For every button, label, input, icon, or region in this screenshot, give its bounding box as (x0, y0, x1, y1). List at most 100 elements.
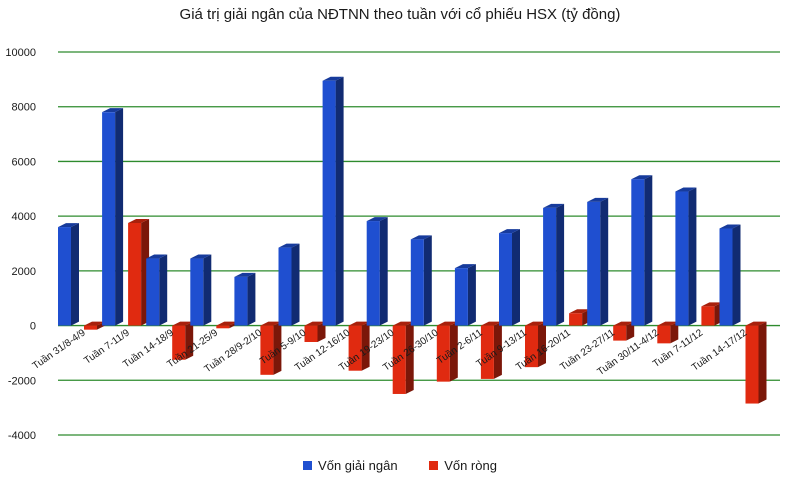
bar-s1-4 (260, 325, 274, 375)
bar-side-s1-4 (273, 321, 282, 375)
legend-label-series-0: Vốn giải ngân (318, 458, 398, 473)
bar-s0-4 (234, 276, 248, 326)
bar-top-s0-2 (146, 254, 168, 259)
bar-s1-11 (569, 313, 583, 326)
bar-s0-12 (587, 201, 601, 326)
bar-top-s0-9 (454, 264, 476, 269)
bar-top-s0-6 (322, 76, 344, 81)
bar-top-s1-9 (480, 321, 502, 326)
bar-side-s0-11 (556, 203, 565, 326)
bar-top-s1-6 (348, 321, 370, 326)
bar-s0-0 (58, 227, 71, 326)
y-tick-label-4: 4000 (12, 211, 36, 223)
bar-side-s0-0 (71, 223, 79, 326)
bar-s1-14 (701, 306, 715, 326)
bar-side-s0-10 (512, 229, 520, 326)
bar-s0-10 (499, 233, 512, 326)
bar-s1-13 (657, 325, 671, 344)
bar-side-s1-5 (317, 321, 326, 342)
bar-s1-3 (216, 325, 230, 329)
bar-side-s1-6 (361, 321, 370, 371)
bar-s0-2 (146, 258, 160, 326)
bar-side-s0-13 (644, 175, 653, 326)
x-tick-label-0: Tuần 31/8-4/9 (30, 326, 88, 372)
bar-top-s1-8 (436, 321, 458, 326)
bar-side-s1-15 (758, 321, 767, 404)
bar-s1-15 (745, 325, 759, 404)
y-tick-label-3: 2000 (12, 266, 36, 278)
bar-s0-14 (675, 191, 689, 326)
bar-side-s0-4 (247, 272, 256, 326)
bar-top-s0-1 (102, 108, 124, 113)
bar-side-s0-12 (600, 197, 609, 326)
bar-top-s1-2 (172, 321, 194, 326)
bar-s0-8 (410, 239, 424, 326)
legend-label-series-1: Vốn ròng (444, 458, 497, 473)
bar-s0-3 (190, 258, 204, 326)
bar-top-s0-4 (234, 272, 256, 277)
bar-side-s1-8 (449, 321, 458, 382)
bar-side-s1-7 (405, 321, 414, 394)
bar-side-s0-15 (732, 224, 741, 326)
bar-top-s0-7 (366, 217, 388, 222)
bar-s1-10 (525, 325, 538, 368)
bar-side-s0-1 (115, 108, 124, 326)
bar-side-s1-9 (493, 321, 502, 379)
bar-side-s0-7 (379, 217, 388, 326)
bar-s1-1 (128, 222, 142, 326)
bar-top-s0-11 (543, 203, 565, 208)
bar-top-s0-8 (410, 235, 432, 240)
bar-top-s1-7 (392, 321, 414, 326)
chart-title: Giá trị giải ngân của NĐTNN theo tuần vớ… (179, 6, 621, 23)
bar-s1-9 (480, 325, 494, 379)
bar-s0-13 (631, 179, 645, 326)
bar-top-s0-10 (499, 229, 520, 234)
legend-swatch-series-0 (303, 461, 313, 470)
legend-item-series-1: Vốn ròng (429, 458, 497, 473)
bar-s0-1 (102, 112, 116, 326)
bar-side-s0-3 (203, 254, 212, 326)
bar-top-s1-0 (84, 321, 105, 326)
bar-s1-2 (172, 325, 186, 360)
bar-top-s0-0 (58, 223, 79, 228)
chart-legend: Vốn giải ngân Vốn ròng (0, 458, 800, 473)
bar-top-s0-5 (278, 243, 300, 248)
bar-side-s1-12 (626, 321, 635, 341)
bar-top-s0-14 (675, 187, 697, 192)
bar-side-s0-6 (335, 76, 344, 326)
bar-s1-12 (613, 325, 627, 341)
bar-top-s1-3 (216, 321, 238, 326)
bar-top-s0-13 (631, 175, 653, 180)
bar-side-s0-8 (423, 235, 432, 326)
bar-top-s1-13 (657, 321, 679, 326)
bar-s0-9 (454, 268, 468, 326)
bar-top-s0-12 (587, 197, 609, 202)
bar-s1-8 (436, 325, 450, 382)
bar-s0-6 (322, 80, 336, 326)
y-tick-label-6: 8000 (12, 102, 36, 114)
bar-s0-11 (543, 207, 557, 326)
bar-side-s0-2 (159, 254, 168, 326)
legend-swatch-series-1 (429, 461, 439, 470)
bar-top-s1-15 (745, 321, 767, 326)
bar-side-s1-2 (185, 321, 194, 360)
bar-s0-7 (366, 221, 380, 326)
bar-s1-6 (348, 325, 362, 371)
y-tick-label-0: -4000 (8, 430, 36, 442)
bar-s1-7 (392, 325, 406, 394)
bar-top-s1-11 (569, 309, 591, 314)
bar-top-s1-5 (304, 321, 326, 326)
bar-s0-15 (719, 228, 733, 326)
bar-top-s0-3 (190, 254, 212, 259)
bar-side-s0-14 (688, 187, 697, 326)
bar-s1-5 (304, 325, 318, 342)
bar-top-s1-10 (525, 321, 546, 326)
bar-s0-5 (278, 247, 292, 326)
bar-side-s1-10 (538, 321, 546, 368)
bar-side-s0-9 (467, 264, 476, 326)
y-tick-label-7: 10000 (5, 47, 36, 59)
bar-top-s1-4 (260, 321, 282, 326)
bar-side-s1-13 (670, 321, 679, 344)
y-tick-label-2: 0 (30, 321, 36, 333)
